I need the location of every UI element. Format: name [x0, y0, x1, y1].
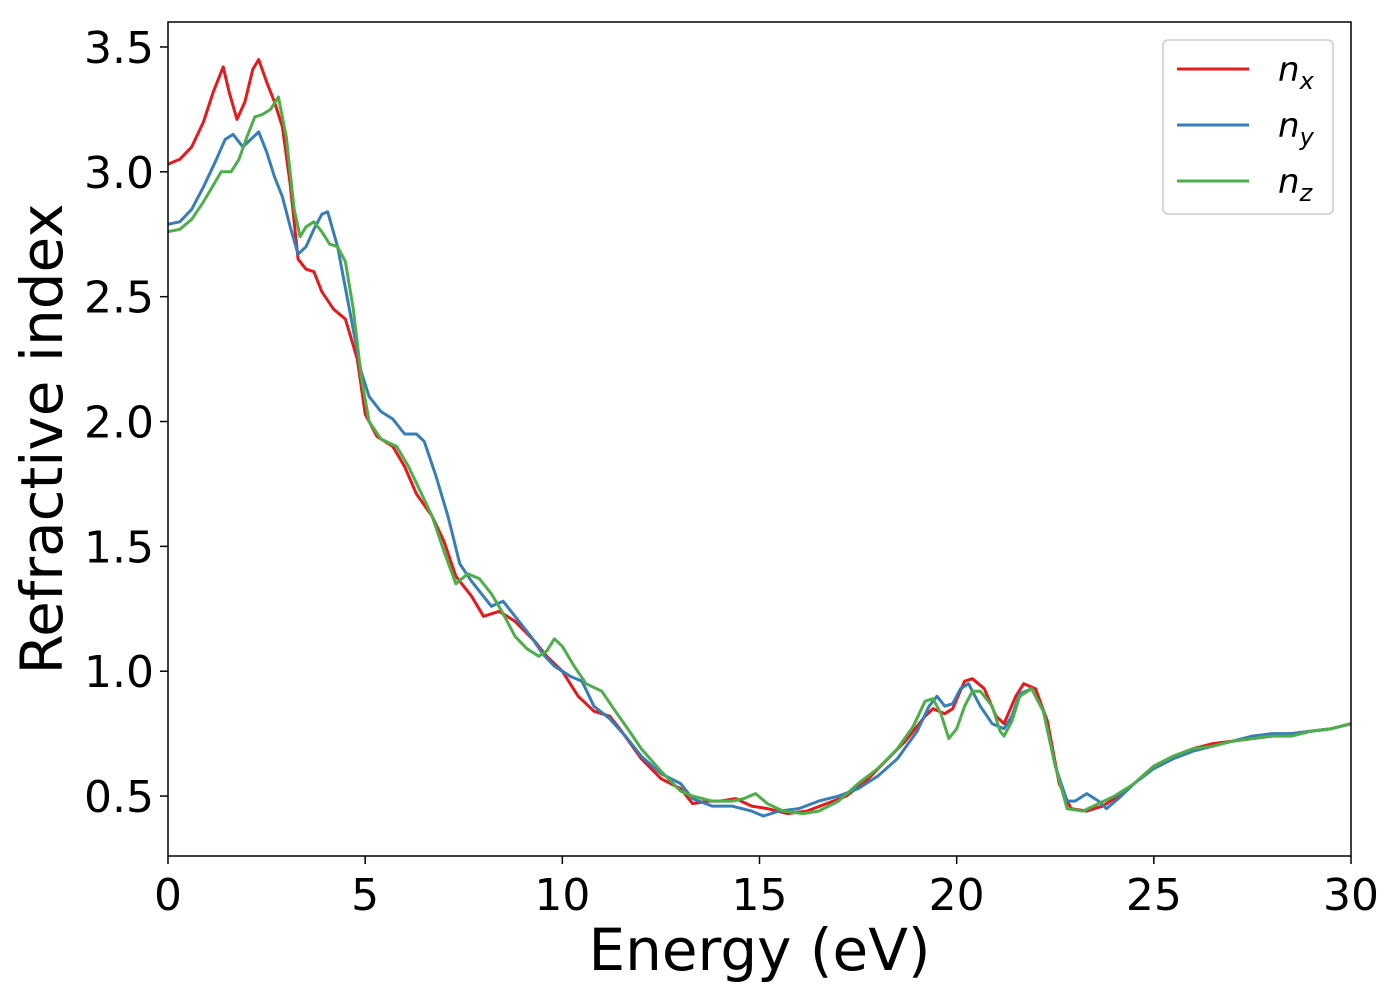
x-tick-label: 10 [534, 870, 590, 921]
legend-label-z: nz [1278, 162, 1314, 207]
x-tick-label: 25 [1126, 870, 1182, 921]
legend-label-x: nx [1278, 50, 1315, 95]
y-tick-label: 1.0 [84, 647, 154, 698]
x-tick-label: 20 [929, 870, 985, 921]
x-axis-title: Energy (eV) [588, 916, 930, 984]
legend-label-y: ny [1278, 106, 1315, 151]
x-tick-label: 30 [1323, 870, 1379, 921]
y-tick-label: 1.5 [84, 522, 154, 573]
legend: nx ny nz [1162, 39, 1334, 215]
y-tick-label: 3.0 [84, 148, 154, 199]
y-tick-label: 2.5 [84, 273, 154, 324]
series-layer [168, 58, 1351, 818]
x-axis: 0 5 10 15 20 25 30 [154, 856, 1379, 921]
x-tick-label: 5 [351, 870, 379, 921]
y-tick-label: 2.0 [84, 398, 154, 449]
y-axis: 0.5 1.0 1.5 2.0 2.5 3.0 3.5 [84, 23, 168, 823]
y-tick-label: 3.5 [84, 23, 154, 74]
x-tick-label: 15 [732, 870, 788, 921]
series-line-z [168, 95, 1351, 816]
series-line-y [168, 130, 1351, 818]
y-tick-label: 0.5 [84, 772, 154, 823]
legend-box [1162, 39, 1334, 215]
y-axis-title: Refractive index [8, 203, 76, 674]
x-tick-label: 0 [154, 870, 182, 921]
